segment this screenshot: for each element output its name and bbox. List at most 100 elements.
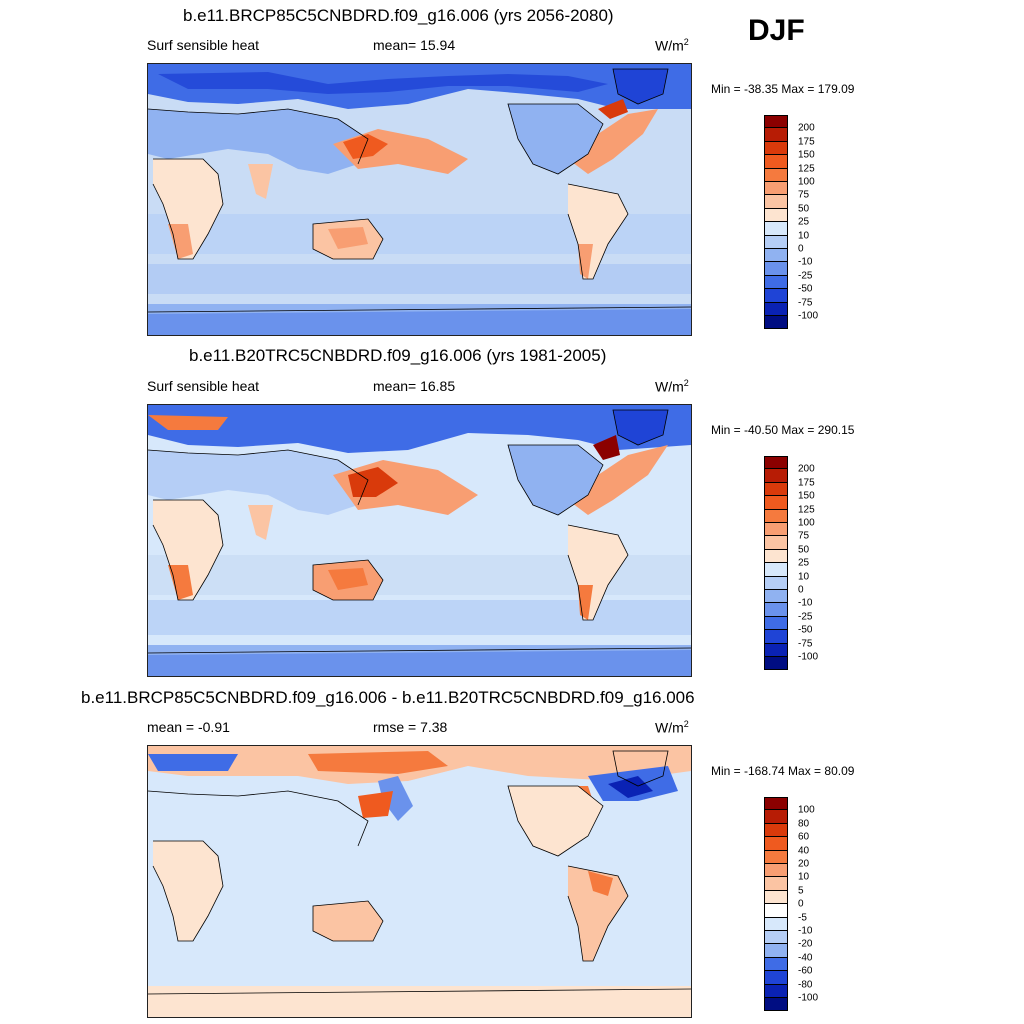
colorbar-tick-label: 125 (798, 163, 815, 175)
colorbar-tick-label: 50 (798, 544, 810, 556)
colorbar-swatch (764, 549, 788, 564)
colorbar-tick-label: -5 (798, 912, 807, 924)
colorbar-tick-label: 80 (798, 818, 810, 830)
colorbar-tick-label: 60 (798, 831, 810, 843)
colorbar-swatch (764, 523, 788, 537)
colorbar-tick-label: 200 (798, 122, 815, 134)
panel-left-label: mean = -0.91 (147, 719, 230, 735)
minmax-label: Min = -168.74 Max = 80.09 (711, 764, 855, 778)
colorbar-swatch (764, 482, 788, 497)
colorbar-swatch (764, 496, 788, 510)
colorbar-swatch (764, 603, 788, 617)
panel-center-label: rmse = 7.38 (373, 719, 448, 735)
colorbar-tick-label: -25 (798, 611, 813, 623)
colorbar-tick-label: 5 (798, 885, 804, 897)
colorbar-tick-label: 50 (798, 203, 810, 215)
colorbar-swatch (764, 917, 788, 931)
colorbar-tick-label: -40 (798, 952, 813, 964)
panel-units: W/m2 (655, 37, 689, 54)
colorbar-swatch (764, 195, 788, 209)
season-label: DJF (748, 14, 805, 47)
colorbar-tick-label: 125 (798, 504, 815, 516)
colorbar-tick-label: 150 (798, 149, 815, 161)
colorbar-swatch (764, 904, 788, 918)
minmax-label: Min = -38.35 Max = 179.09 (711, 82, 855, 96)
colorbar-swatch (764, 115, 788, 129)
panel-title: b.e11.BRCP85C5CNBDRD.f09_g16.006 - b.e11… (81, 688, 695, 707)
colorbar-swatch (764, 998, 788, 1012)
colorbar-tick-label: 150 (798, 490, 815, 502)
colorbar-swatch (764, 864, 788, 878)
colorbar-swatch (764, 643, 788, 657)
colorbar-tick-label: -100 (798, 651, 819, 663)
panel-center-label: mean= 16.85 (373, 378, 456, 394)
colorbar-tick-label: 0 (798, 898, 804, 910)
colorbar-swatch (764, 837, 788, 851)
colorbar-swatch (764, 249, 788, 263)
colorbar-swatch (764, 235, 788, 249)
colorbar-swatch (764, 590, 788, 604)
colorbar-tick-label: 175 (798, 477, 815, 489)
map-plot (147, 63, 692, 336)
colorbar-swatch (764, 971, 788, 985)
panel-left-label: Surf sensible heat (147, 378, 260, 394)
colorbar-swatch (764, 208, 788, 223)
colorbar-tick-label: 10 (798, 230, 810, 242)
colorbar-swatch (764, 657, 788, 671)
colorbar-swatch (764, 141, 788, 156)
colorbar-swatch (764, 509, 788, 523)
colorbar-swatch (764, 890, 788, 905)
minmax-label: Min = -40.50 Max = 290.15 (711, 423, 855, 437)
colorbar-tick-label: 10 (798, 871, 810, 883)
colorbar-tick-label: 25 (798, 216, 810, 228)
colorbar-swatch (764, 155, 788, 169)
colorbar-swatch (764, 810, 788, 824)
colorbar-swatch (764, 576, 788, 590)
colorbar-tick-label: -10 (798, 256, 813, 268)
map-heatmap (148, 746, 691, 1017)
colorbar-tick-label: -75 (798, 638, 813, 650)
colorbar-swatch (764, 944, 788, 958)
map-plot (147, 745, 692, 1018)
colorbar-swatch (764, 302, 788, 316)
colorbar-tick-label: -100 (798, 992, 819, 1004)
colorbar-swatch (764, 823, 788, 838)
colorbar-tick-label: 40 (798, 845, 810, 857)
colorbar-swatch (764, 289, 788, 303)
colorbar-tick-label: -100 (798, 310, 819, 322)
colorbar-tick-label: -75 (798, 297, 813, 309)
colorbar-tick-label: 25 (798, 557, 810, 569)
map-heatmap (148, 405, 691, 676)
colorbar-swatch (764, 222, 788, 236)
colorbar-swatch (764, 931, 788, 945)
colorbar-swatch (764, 797, 788, 811)
colorbar-swatch (764, 469, 788, 483)
panel-center-label: mean= 15.94 (373, 37, 456, 53)
colorbar-swatch (764, 877, 788, 891)
colorbar-tick-label: -50 (798, 624, 813, 636)
colorbar-tick-label: -50 (798, 283, 813, 295)
colorbar-tick-label: -10 (798, 597, 813, 609)
map-plot (147, 404, 692, 677)
panel-left-label: Surf sensible heat (147, 37, 260, 53)
colorbar-tick-label: 100 (798, 517, 815, 529)
colorbar-swatch (764, 182, 788, 196)
colorbar-tick-label: -60 (798, 965, 813, 977)
colorbar-tick-label: -25 (798, 270, 813, 282)
colorbar-tick-label: 75 (798, 530, 810, 542)
colorbar-swatch (764, 850, 788, 864)
colorbar-swatch (764, 536, 788, 550)
colorbar-swatch (764, 456, 788, 470)
colorbar-tick-label: -10 (798, 925, 813, 937)
colorbar-tick-label: 100 (798, 804, 815, 816)
panel-title: b.e11.BRCP85C5CNBDRD.f09_g16.006 (yrs 20… (183, 6, 614, 25)
colorbar-swatch (764, 262, 788, 276)
colorbar-tick-label: -80 (798, 979, 813, 991)
colorbar-tick-label: 100 (798, 176, 815, 188)
colorbar-swatch (764, 984, 788, 998)
colorbar-swatch (764, 128, 788, 142)
colorbar-swatch (764, 616, 788, 631)
panel-units: W/m2 (655, 719, 689, 736)
panel-units: W/m2 (655, 378, 689, 395)
colorbar-tick-label: 200 (798, 463, 815, 475)
